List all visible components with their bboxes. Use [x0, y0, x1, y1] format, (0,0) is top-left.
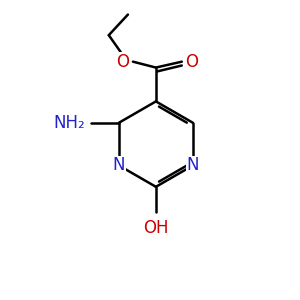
Text: O: O [185, 53, 198, 71]
Text: OH: OH [143, 219, 169, 237]
Text: NH₂: NH₂ [53, 114, 85, 132]
Text: N: N [113, 157, 125, 175]
Text: N: N [187, 157, 199, 175]
Text: O: O [116, 53, 129, 71]
